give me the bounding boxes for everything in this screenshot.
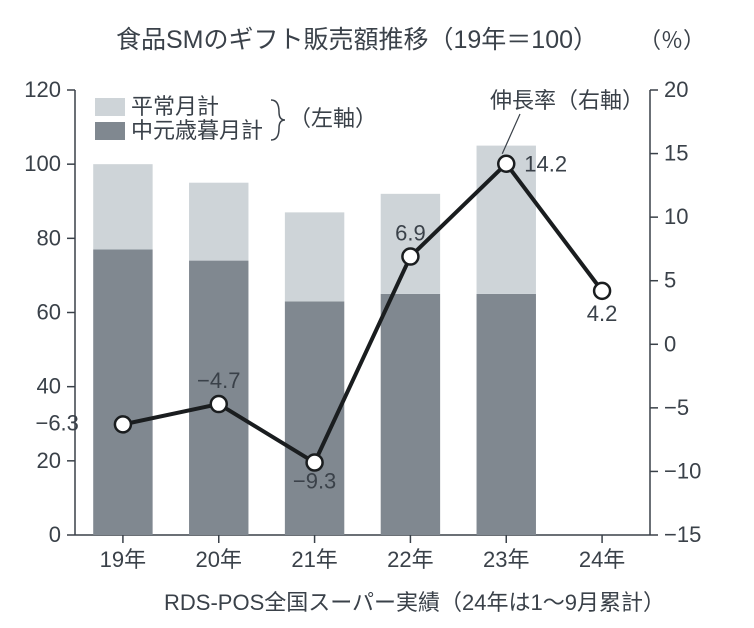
legend-swatch-lower [95,122,125,140]
chart-title: 食品SMのギフト販売額推移（19年＝100） [116,26,598,54]
x-tick-label: 20年 [196,547,242,572]
left-tick-label: 0 [49,522,61,547]
left-tick-label: 40 [37,374,61,399]
growth-value-label: 14.2 [524,152,567,177]
legend-label-upper: 平常月計 [131,94,219,119]
right-tick-label: 20 [664,77,688,102]
growth-marker [115,416,131,432]
bar-lower [381,294,440,535]
bar-upper [93,164,152,249]
growth-value-label: −4.7 [197,368,240,393]
legend-label-lower: 中元歳暮月計 [131,118,263,143]
left-tick-label: 100 [24,151,61,176]
left-tick-label: 80 [37,225,61,250]
x-tick-label: 22年 [387,547,433,572]
chart-footer: RDS-POS全国スーパー実績（24年は1～9月累計） [164,590,665,615]
legend-brace-icon [271,100,285,140]
right-tick-label: 15 [664,141,688,166]
bar-upper [189,183,248,261]
left-tick-label: 20 [37,448,61,473]
growth-marker [211,396,227,412]
right-axis-unit: （％） [639,28,705,53]
bar-lower [93,249,152,535]
legend-left-axis-note: （左軸） [289,106,377,131]
growth-value-label: 6.9 [395,221,426,246]
growth-value-label: 4.2 [587,301,618,326]
x-tick-label: 21年 [291,547,337,572]
chart-container: 食品SMのギフト販売額推移（19年＝100）（％）020406080100120… [0,0,754,628]
bar-upper [285,212,344,301]
growth-marker [402,249,418,265]
x-tick-label: 23年 [483,547,529,572]
growth-marker [594,283,610,299]
growth-value-label: −6.3 [35,410,78,435]
right-tick-label: −15 [664,522,701,547]
right-tick-label: −5 [664,395,689,420]
right-tick-label: −10 [664,458,701,483]
legend-growth-note: 伸長率（右軸） [490,88,644,113]
growth-value-label: −9.3 [293,469,336,494]
left-tick-label: 60 [37,300,61,325]
growth-marker [498,156,514,172]
right-tick-label: 10 [664,204,688,229]
legend-swatch-upper [95,98,125,116]
chart-svg: 食品SMのギフト販売額推移（19年＝100）（％）020406080100120… [0,0,754,628]
left-tick-label: 120 [24,77,61,102]
bar-lower [477,294,536,535]
right-tick-label: 0 [664,331,676,356]
x-tick-label: 19年 [100,547,146,572]
x-tick-label: 24年 [579,547,625,572]
right-tick-label: 5 [664,268,676,293]
